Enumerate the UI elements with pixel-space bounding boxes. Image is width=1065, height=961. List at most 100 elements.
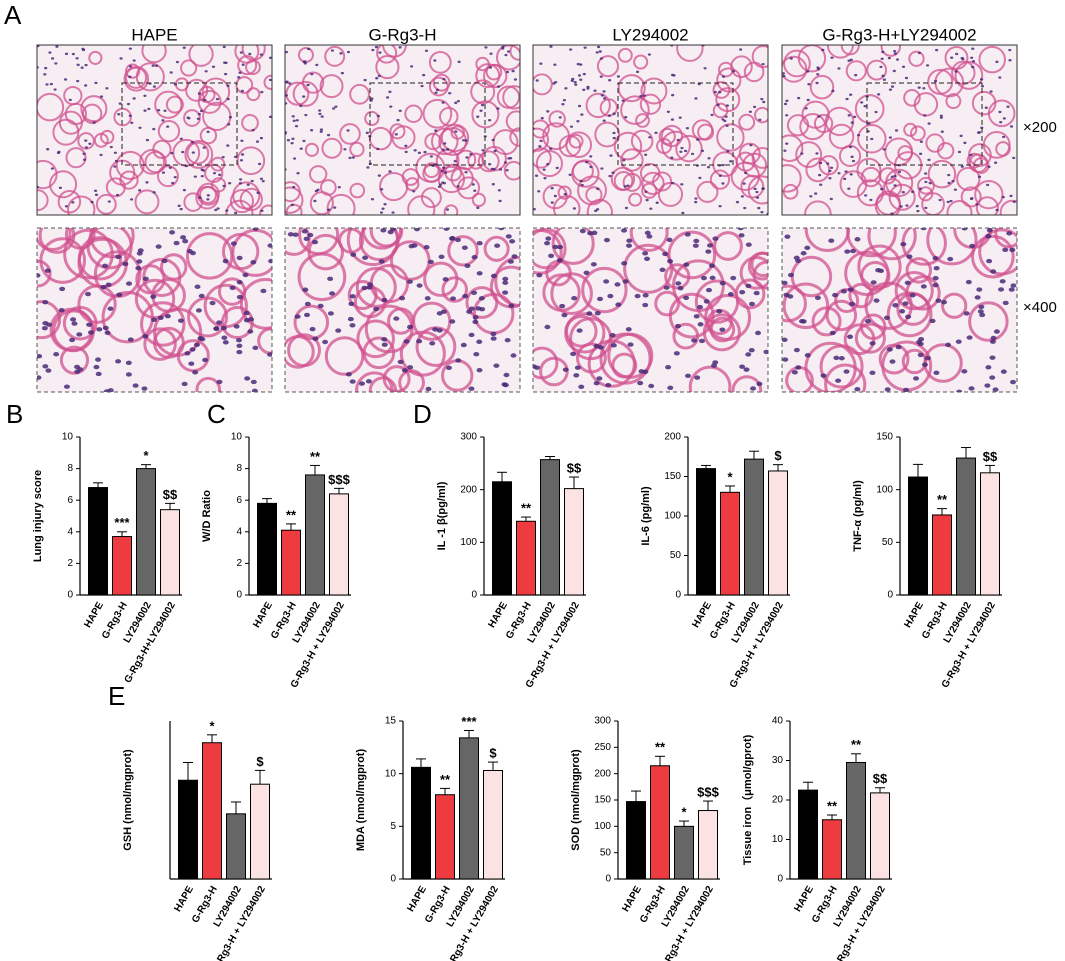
nucleus <box>814 192 818 195</box>
nucleus <box>1006 231 1013 236</box>
nucleus <box>690 152 695 156</box>
alveolus-wall <box>183 192 203 212</box>
nucleus <box>953 188 958 191</box>
nucleus <box>755 196 760 199</box>
nucleus <box>697 322 704 327</box>
nucleus <box>917 51 921 55</box>
alveolus-wall <box>470 79 496 105</box>
nucleus <box>48 51 52 54</box>
nucleus <box>234 155 238 159</box>
nucleus <box>626 184 630 187</box>
nucleus <box>564 87 568 90</box>
nucleus <box>647 53 652 56</box>
nucleus <box>712 360 719 365</box>
nucleus <box>143 94 147 98</box>
nucleus <box>292 157 297 160</box>
nucleus <box>84 63 88 67</box>
nucleus <box>975 203 979 206</box>
nucleus <box>947 181 951 185</box>
alveolus-wall <box>658 127 676 146</box>
nucleus <box>171 181 175 185</box>
alveolus-wall <box>696 180 719 203</box>
nucleus <box>594 311 601 316</box>
alveolus-wall <box>557 185 572 200</box>
nucleus <box>917 86 921 89</box>
significance-label: * <box>143 448 149 463</box>
nucleus <box>782 280 788 286</box>
nucleus <box>147 107 151 111</box>
alveolus-wall <box>477 150 500 173</box>
nucleus <box>381 297 388 303</box>
nucleus <box>403 339 410 344</box>
nucleus <box>743 206 747 210</box>
nucleus <box>905 204 909 207</box>
nucleus <box>184 351 191 356</box>
alveolus-wall <box>220 306 254 340</box>
nucleus <box>491 183 495 186</box>
nucleus <box>957 150 962 154</box>
nucleus <box>114 159 119 163</box>
nucleus <box>434 129 438 132</box>
nucleus <box>41 326 48 331</box>
nucleus <box>310 72 314 76</box>
nucleus <box>1009 194 1013 198</box>
nucleus <box>476 271 483 276</box>
nucleus <box>435 88 440 92</box>
nucleus <box>849 301 856 307</box>
nucleus <box>244 376 251 381</box>
alveolus-wall <box>229 189 255 214</box>
alveolus-wall <box>585 186 603 204</box>
nucleus <box>107 200 111 203</box>
nucleus <box>102 263 109 269</box>
nucleus <box>346 129 350 132</box>
nucleus <box>851 159 856 163</box>
nucleus <box>381 342 388 347</box>
nucleus <box>900 241 907 247</box>
nucleus <box>724 115 728 118</box>
nucleus <box>303 60 307 63</box>
nucleus <box>693 238 700 244</box>
nucleus <box>491 138 495 142</box>
nucleus <box>670 156 674 159</box>
nucleus <box>116 292 123 298</box>
alveolus-wall <box>661 130 691 161</box>
nucleus <box>785 99 789 103</box>
nucleus <box>605 382 612 388</box>
nucleus <box>501 47 505 50</box>
alveolus-wall <box>738 142 761 165</box>
nucleus <box>152 127 156 131</box>
nucleus <box>122 261 129 267</box>
alveolus-wall <box>183 109 201 127</box>
nucleus <box>976 287 983 292</box>
nucleus <box>608 79 612 82</box>
nucleus <box>376 114 380 118</box>
nucleus <box>327 276 334 282</box>
nucleus <box>933 266 940 271</box>
nucleus <box>226 144 230 147</box>
nucleus <box>870 280 877 285</box>
nucleus <box>423 150 427 154</box>
nucleus <box>534 174 539 177</box>
nucleus <box>963 311 970 316</box>
nucleus <box>574 365 581 370</box>
nucleus <box>95 371 102 377</box>
nucleus <box>998 287 1005 292</box>
nucleus <box>437 185 442 188</box>
nucleus <box>226 97 230 101</box>
nucleus <box>502 276 509 282</box>
nucleus <box>464 139 468 142</box>
nucleus <box>84 84 88 87</box>
nucleus <box>558 116 562 119</box>
nucleus <box>806 98 810 102</box>
nucleus <box>718 204 722 208</box>
nucleus <box>77 367 84 372</box>
nucleus <box>128 65 133 68</box>
nucleus <box>242 272 249 278</box>
alveolus-wall <box>123 65 150 92</box>
nucleus <box>642 293 649 298</box>
nucleus <box>243 310 250 316</box>
nucleus <box>441 148 445 151</box>
alveolus-wall <box>828 123 855 150</box>
nucleus <box>932 275 939 281</box>
nucleus <box>236 255 243 261</box>
